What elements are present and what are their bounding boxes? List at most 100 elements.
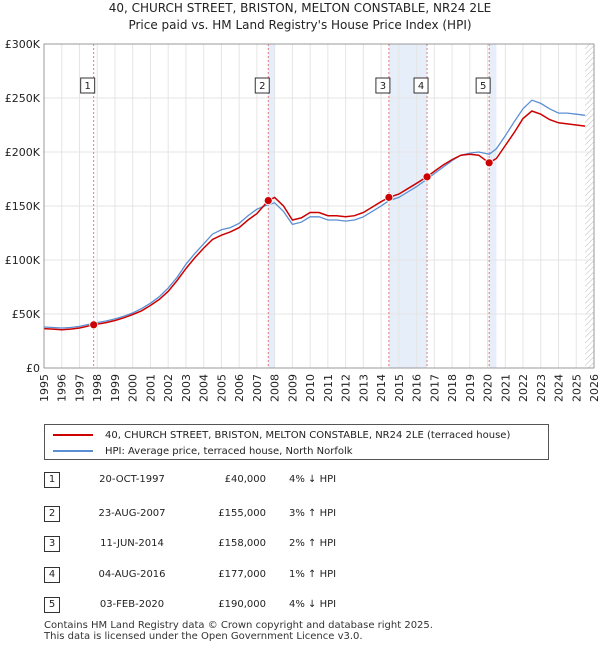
x-tick-label: 2006: [233, 374, 246, 402]
sale-marker-box: 5: [475, 77, 491, 94]
sale-point: [263, 196, 273, 206]
sale-price: £155,000: [218, 508, 266, 519]
x-tick-label: 1997: [73, 374, 86, 402]
sale-marker-box-frame: [413, 77, 429, 94]
footer: Contains HM Land Registry data © Crown c…: [44, 620, 433, 642]
sale-number-badge: 3: [44, 536, 60, 552]
x-tick-label: 2015: [393, 374, 406, 402]
sale-hpi-diff: 4% ↓ HPI: [289, 474, 337, 485]
footer-copyright: Contains HM Land Registry data © Crown c…: [44, 620, 433, 631]
sale-row: 1 20-OCT-1997 £40,000 4% ↓ HPI: [44, 470, 564, 490]
sale-hpi-diff: 4% ↓ HPI: [289, 599, 337, 610]
sale-marker-label: 3: [380, 81, 386, 92]
y-tick-label: £0: [26, 362, 40, 375]
x-tick-label: 2012: [340, 374, 353, 402]
sale-date: 11-JUN-2014: [100, 538, 164, 549]
x-tick-label: 1996: [56, 374, 69, 402]
price-paid-line: [43, 110, 586, 331]
chart-title-line2: Price paid vs. HM Land Registry's House …: [128, 18, 472, 32]
sale-number-badge: 5: [44, 597, 60, 613]
sale-marker-box: 1: [80, 77, 96, 94]
y-tick-label: £100K: [5, 254, 41, 267]
x-tick-label: 2019: [464, 374, 477, 402]
x-tick-label: 2022: [517, 374, 530, 402]
y-tick-label: £200K: [5, 146, 41, 159]
x-tick-label: 2004: [198, 374, 211, 402]
sale-point: [422, 172, 432, 182]
sale-number-badge: 2: [44, 506, 60, 522]
x-tick-label: 2002: [162, 374, 175, 402]
sale-price: £40,000: [224, 474, 266, 485]
sale-row: 3 11-JUN-2014 £158,000 2% ↑ HPI: [44, 534, 564, 554]
sale-price: £190,000: [218, 599, 266, 610]
y-tick-label: £50K: [12, 308, 41, 321]
sale-marker-label: 5: [480, 81, 486, 92]
x-tick-label: 2009: [286, 374, 299, 402]
sale-price: £158,000: [218, 538, 266, 549]
x-tick-label: 2020: [482, 374, 495, 402]
sale-number-badge: 4: [44, 567, 60, 583]
x-tick-label: 1999: [109, 374, 122, 402]
sale-row: 5 03-FEB-2020 £190,000 4% ↓ HPI: [44, 595, 564, 615]
x-tick-label: 2021: [499, 374, 512, 402]
x-tick-label: 2011: [322, 374, 335, 402]
x-tick-label: 2001: [144, 374, 157, 402]
x-tick-label: 2018: [446, 374, 459, 402]
footer-license: This data is licensed under the Open Gov…: [44, 631, 363, 642]
x-tick-label: 2010: [304, 374, 317, 402]
sale-point: [384, 192, 394, 202]
sale-hpi-diff: 2% ↑ HPI: [289, 538, 337, 549]
x-tick-label: 1995: [38, 374, 51, 402]
sale-point: [484, 158, 494, 168]
sale-row: 4 04-AUG-2016 £177,000 1% ↑ HPI: [44, 565, 564, 585]
x-tick-label: 1998: [91, 374, 104, 402]
sale-marker-label: 2: [259, 81, 265, 92]
chart-title: 40, CHURCH STREET, BRISTON, MELTON CONST…: [0, 0, 600, 34]
sale-hpi-diff: 3% ↑ HPI: [289, 508, 337, 519]
y-tick-label: £250K: [5, 92, 41, 105]
sale-date: 23-AUG-2007: [98, 508, 166, 519]
x-tick-label: 2016: [411, 374, 424, 402]
sale-marker-box-frame: [475, 77, 491, 94]
sale-marker-box: 2: [254, 77, 270, 94]
sale-marker-label: 4: [418, 81, 424, 92]
sale-date: 04-AUG-2016: [98, 569, 166, 580]
sale-price: £177,000: [218, 569, 266, 580]
x-tick-label: 2000: [127, 374, 140, 402]
sale-marker-box-frame: [254, 77, 270, 94]
sale-marker-box: 3: [375, 77, 391, 94]
x-tick-label: 2008: [269, 374, 282, 402]
sale-point: [89, 320, 99, 330]
legend-item-price: 40, CHURCH STREET, BRISTON, MELTON CONST…: [53, 427, 510, 443]
hpi-line: [43, 99, 586, 329]
sale-hpi-diff: 1% ↑ HPI: [289, 569, 337, 580]
price-chart: 1 2 3 4 5 £0 £50K £100K £150K £200K £250K £300K 1995…: [5, 38, 600, 402]
x-tick-label: 2005: [215, 374, 228, 402]
y-tick-label: £150K: [5, 200, 41, 213]
x-tick-label: 2017: [428, 374, 441, 402]
chart-title-line1: 40, CHURCH STREET, BRISTON, MELTON CONST…: [108, 1, 492, 15]
x-tick-label: 2023: [535, 374, 548, 402]
sale-marker-box-frame: [80, 77, 96, 94]
legend-label-hpi: HPI: Average price, terraced house, Nort…: [105, 445, 353, 457]
sale-marker-box: 4: [413, 77, 429, 94]
y-tick-label: £300K: [5, 38, 41, 51]
sale-number-badge: 1: [44, 472, 60, 488]
legend-label-price: 40, CHURCH STREET, BRISTON, MELTON CONST…: [105, 429, 511, 441]
x-tick-label: 2013: [357, 374, 370, 402]
sale-date: 20-OCT-1997: [99, 474, 165, 485]
x-tick-label: 2025: [570, 374, 583, 402]
x-tick-label: 2014: [375, 374, 388, 402]
legend-item-hpi: HPI: Average price, terraced house, Nort…: [53, 443, 353, 459]
sale-marker-label: 1: [84, 81, 90, 92]
x-tick-label: 2026: [588, 374, 600, 402]
sale-date: 03-FEB-2020: [99, 599, 165, 610]
x-tick-label: 2007: [251, 374, 264, 402]
legend-swatch-price: [53, 434, 93, 436]
legend-swatch-hpi: [53, 450, 93, 452]
x-tick-label: 2024: [553, 374, 566, 402]
sale-marker-box-frame: [375, 77, 391, 94]
legend: 40, CHURCH STREET, BRISTON, MELTON CONST…: [44, 424, 549, 460]
x-tick-label: 2003: [180, 374, 193, 402]
